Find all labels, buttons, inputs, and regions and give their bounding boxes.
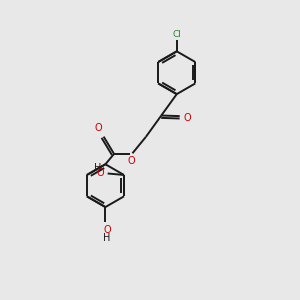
Text: O: O [94,123,102,133]
Text: O: O [103,226,111,236]
Text: Cl: Cl [172,30,181,39]
Text: H: H [94,163,101,173]
Text: O: O [127,156,135,166]
Text: O: O [96,169,104,178]
Text: O: O [184,112,191,123]
Text: H: H [103,233,111,243]
